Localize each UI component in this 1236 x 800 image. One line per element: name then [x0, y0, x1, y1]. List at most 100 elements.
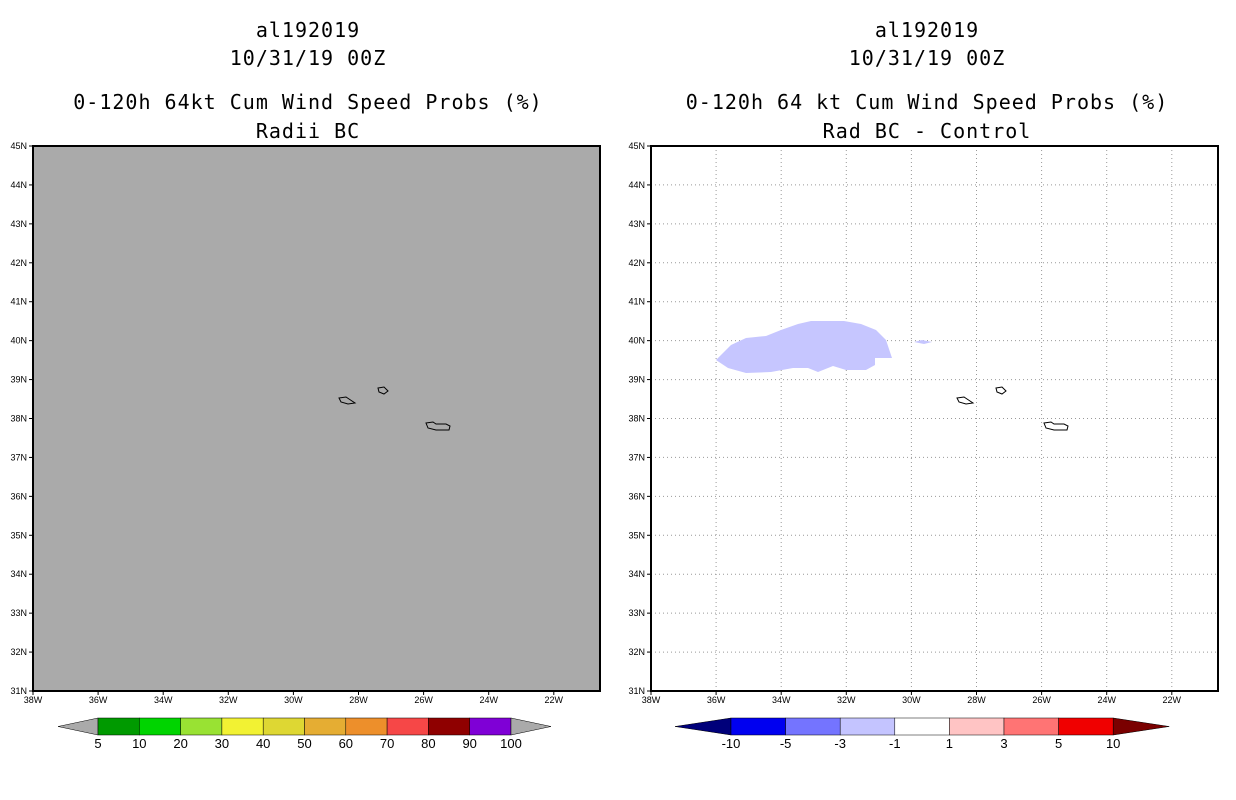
- lat-label: 39N: [628, 375, 645, 385]
- lon-label: 36W: [89, 695, 108, 705]
- right-colorbar: -10 -5 -3 -1 1 3 5 10: [674, 717, 1170, 751]
- lat-label: 34N: [10, 569, 27, 579]
- lon-label: 34W: [154, 695, 173, 705]
- left-map-background: [33, 146, 600, 691]
- right-azores-islands: [956, 386, 1069, 431]
- lon-label: 28W: [967, 695, 986, 705]
- lon-label: 30W: [284, 695, 303, 705]
- right-gridlines: [651, 146, 1218, 691]
- colorbar-label: 80: [421, 736, 435, 751]
- lon-label: 30W: [902, 695, 921, 705]
- lon-label: 38W: [24, 695, 43, 705]
- colorbar-label: 30: [215, 736, 229, 751]
- lon-label: 28W: [349, 695, 368, 705]
- colorbar-swatch: [785, 717, 841, 736]
- right-map: 45N 44N 43N 42N 41N 40N 39N 38N 37N 36N 35N 34N 33N 3…: [628, 141, 1219, 751]
- colorbar-swatch: [386, 717, 429, 736]
- sao-miguel-island: [425, 421, 451, 431]
- terceira-island: [995, 386, 1007, 395]
- colorbar-label: -5: [780, 736, 792, 751]
- right-storm-id: al192019: [874, 18, 980, 42]
- colorbar-label: 10: [1106, 736, 1120, 751]
- sao-miguel-island: [1043, 421, 1069, 431]
- lat-label: 37N: [10, 452, 27, 462]
- colorbar-left-arrow: [57, 717, 99, 736]
- left-date: 10/31/19 00Z: [229, 46, 387, 70]
- colorbar-swatch: [894, 717, 950, 736]
- lat-label: 42N: [628, 258, 645, 268]
- lat-label: 40N: [628, 336, 645, 346]
- lat-label: 40N: [10, 336, 27, 346]
- left-colorbar: 5 10 20 30 40 50 60 70 80 90 100: [57, 717, 552, 751]
- left-map: 45N 44N 43N 42N 41N 40N 39N 38N 37N 36N 35N 34N 33N 3…: [10, 141, 601, 751]
- colorbar-label: 20: [173, 736, 187, 751]
- colorbar-label: 3: [1000, 736, 1007, 751]
- lat-label: 45N: [628, 141, 645, 151]
- colorbar-swatch: [1003, 717, 1059, 736]
- lat-label: 37N: [628, 452, 645, 462]
- lat-label: 43N: [10, 219, 27, 229]
- colorbar-swatch: [1058, 717, 1114, 736]
- lon-label: 32W: [837, 695, 856, 705]
- lat-label: 36N: [10, 491, 27, 501]
- colorbar-swatch: [180, 717, 223, 736]
- colorbar-swatch: [97, 717, 140, 736]
- lat-label: 33N: [10, 608, 27, 618]
- lon-label: 24W: [1097, 695, 1116, 705]
- colorbar-swatch: [139, 717, 181, 736]
- colorbar-label: -10: [722, 736, 741, 751]
- lon-label: 34W: [772, 695, 791, 705]
- lat-label: 35N: [628, 530, 645, 540]
- lat-label: 34N: [628, 569, 645, 579]
- lon-label: 26W: [414, 695, 433, 705]
- lon-label: 26W: [1032, 695, 1051, 705]
- faial-pico-island: [956, 396, 975, 405]
- colorbar-right-arrow: [510, 717, 552, 736]
- lon-label: 22W: [1163, 695, 1182, 705]
- colorbar-label: -3: [834, 736, 846, 751]
- faial-pico-island: [338, 396, 357, 405]
- colorbar-swatch: [949, 717, 1005, 736]
- colorbar-label: 100: [500, 736, 522, 751]
- lat-label: 32N: [10, 647, 27, 657]
- lat-label: 41N: [628, 297, 645, 307]
- lat-label: 44N: [10, 180, 27, 190]
- right-title: 0-120h 64 kt Cum Wind Speed Probs (%): [685, 90, 1169, 114]
- colorbar-swatch: [345, 717, 388, 736]
- right-lat-axis: 45N 44N 43N 42N 41N 40N 39N 38N 37N 36N 35N 34N 33N 3…: [628, 141, 651, 696]
- lat-label: 31N: [628, 686, 645, 696]
- right-lon-axis: 38W 36W 34W 32W 30W 28W 26W 24W 22W: [642, 691, 1182, 705]
- colorbar-swatch: [469, 717, 512, 736]
- left-azores-islands: [338, 386, 451, 431]
- lat-label: 38N: [628, 414, 645, 424]
- lat-label: 43N: [628, 219, 645, 229]
- colorbar-right-arrow: [1112, 717, 1170, 736]
- lat-label: 33N: [628, 608, 645, 618]
- colorbar-label: 90: [462, 736, 476, 751]
- right-subtitle: Rad BC - Control: [822, 119, 1032, 143]
- left-subtitle: Radii BC: [255, 119, 361, 143]
- lat-label: 39N: [10, 375, 27, 385]
- colorbar-label: 60: [339, 736, 353, 751]
- colorbar-label: 40: [256, 736, 270, 751]
- colorbar-swatch: [730, 717, 786, 736]
- left-lat-axis: 45N 44N 43N 42N 41N 40N 39N 38N 37N 36N 35N 34N 33N 3…: [10, 141, 33, 696]
- lat-label: 38N: [10, 414, 27, 424]
- colorbar-swatch: [304, 717, 347, 736]
- colorbar-left-arrow: [674, 717, 732, 736]
- probability-difference-small-region: [914, 340, 932, 344]
- colorbar-label: 10: [132, 736, 146, 751]
- colorbar-swatch: [221, 717, 264, 736]
- colorbar-swatch: [262, 717, 305, 736]
- colorbar-swatch: [428, 717, 470, 736]
- lat-label: 31N: [10, 686, 27, 696]
- probability-difference-region: [716, 321, 892, 373]
- lon-label: 22W: [545, 695, 564, 705]
- lon-label: 38W: [642, 695, 661, 705]
- lat-label: 36N: [628, 491, 645, 501]
- terceira-island: [377, 386, 389, 395]
- colorbar-label: 70: [380, 736, 394, 751]
- left-title: 0-120h 64kt Cum Wind Speed Probs (%): [73, 90, 543, 114]
- colorbar-swatch: [839, 717, 896, 736]
- colorbar-label: 5: [94, 736, 101, 751]
